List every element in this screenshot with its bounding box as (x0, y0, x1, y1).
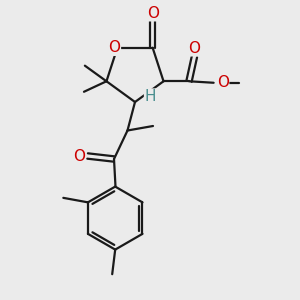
Text: O: O (188, 41, 200, 56)
Text: O: O (147, 6, 159, 21)
Text: H: H (145, 89, 156, 104)
Text: O: O (73, 148, 85, 164)
Text: O: O (108, 40, 120, 55)
Text: O: O (217, 75, 229, 90)
